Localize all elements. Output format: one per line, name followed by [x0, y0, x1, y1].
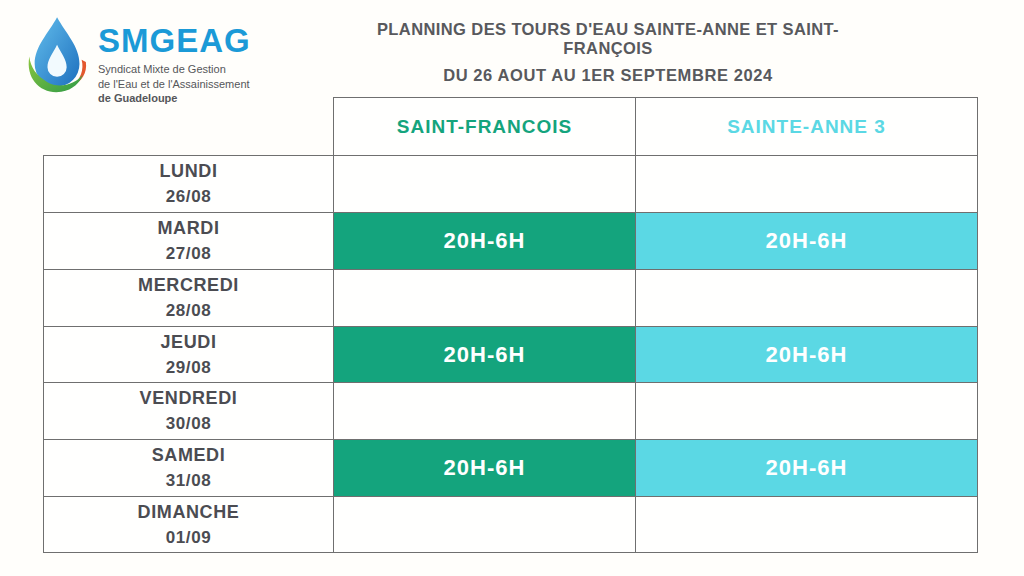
schedule-cell-saint-francois [333, 382, 635, 439]
day-label: VENDREDI [140, 388, 238, 409]
schedule-cell-sainte-anne [635, 155, 978, 212]
schedule-cell-saint-francois [333, 155, 635, 212]
day-label: MERCREDI [138, 275, 239, 296]
schedule-cell-sainte-anne: 20H-6H [635, 439, 978, 496]
day-label: LUNDI [160, 161, 218, 182]
column-header-saint-francois: SAINT-FRANCOIS [333, 97, 635, 155]
day-cell-lundi: LUNDI 26/08 [43, 155, 333, 212]
title-line-1: PLANNING DES TOURS D'EAU SAINTE-ANNE ET … [336, 20, 880, 58]
table-corner-cell [43, 97, 333, 155]
brand-name: SMGEAG [98, 24, 251, 57]
date-label: 30/08 [166, 414, 212, 434]
day-cell-jeudi: JEUDI 29/08 [43, 326, 333, 383]
subtitle-line: de l'Eau et de l'Assainissement [98, 77, 251, 92]
schedule-cell-sainte-anne [635, 269, 978, 326]
title-line-2: DU 26 AOUT AU 1ER SEPTEMBRE 2024 [336, 66, 880, 85]
column-header-sainte-anne: SAINTE-ANNE 3 [635, 97, 978, 155]
date-label: 01/09 [166, 528, 212, 548]
date-label: 26/08 [166, 187, 212, 207]
day-label: JEUDI [160, 332, 216, 353]
day-cell-mardi: MARDI 27/08 [43, 212, 333, 269]
planning-table: SAINT-FRANCOIS SAINTE-ANNE 3 LUNDI 26/08… [43, 97, 978, 553]
schedule-cell-sainte-anne [635, 496, 978, 553]
date-label: 27/08 [166, 244, 212, 264]
day-label: SAMEDI [152, 445, 226, 466]
water-drop-icon [24, 14, 88, 96]
day-cell-mercredi: MERCREDI 28/08 [43, 269, 333, 326]
schedule-cell-saint-francois [333, 496, 635, 553]
schedule-cell-saint-francois: 20H-6H [333, 439, 635, 496]
day-cell-samedi: SAMEDI 31/08 [43, 439, 333, 496]
page-title: PLANNING DES TOURS D'EAU SAINTE-ANNE ET … [336, 20, 880, 85]
planning-poster: SMGEAG Syndicat Mixte de Gestion de l'Ea… [0, 0, 1024, 576]
date-label: 31/08 [166, 471, 212, 491]
schedule-cell-saint-francois: 20H-6H [333, 326, 635, 383]
schedule-cell-sainte-anne: 20H-6H [635, 326, 978, 383]
day-cell-vendredi: VENDREDI 30/08 [43, 382, 333, 439]
date-label: 28/08 [166, 301, 212, 321]
smgeag-logo: SMGEAG Syndicat Mixte de Gestion de l'Ea… [24, 14, 251, 106]
day-cell-dimanche: DIMANCHE 01/09 [43, 496, 333, 553]
schedule-cell-saint-francois [333, 269, 635, 326]
subtitle-line: Syndicat Mixte de Gestion [98, 62, 251, 77]
date-label: 29/08 [166, 358, 212, 378]
schedule-cell-sainte-anne [635, 382, 978, 439]
day-label: DIMANCHE [138, 502, 240, 523]
schedule-cell-sainte-anne: 20H-6H [635, 212, 978, 269]
schedule-cell-saint-francois: 20H-6H [333, 212, 635, 269]
day-label: MARDI [158, 218, 220, 239]
